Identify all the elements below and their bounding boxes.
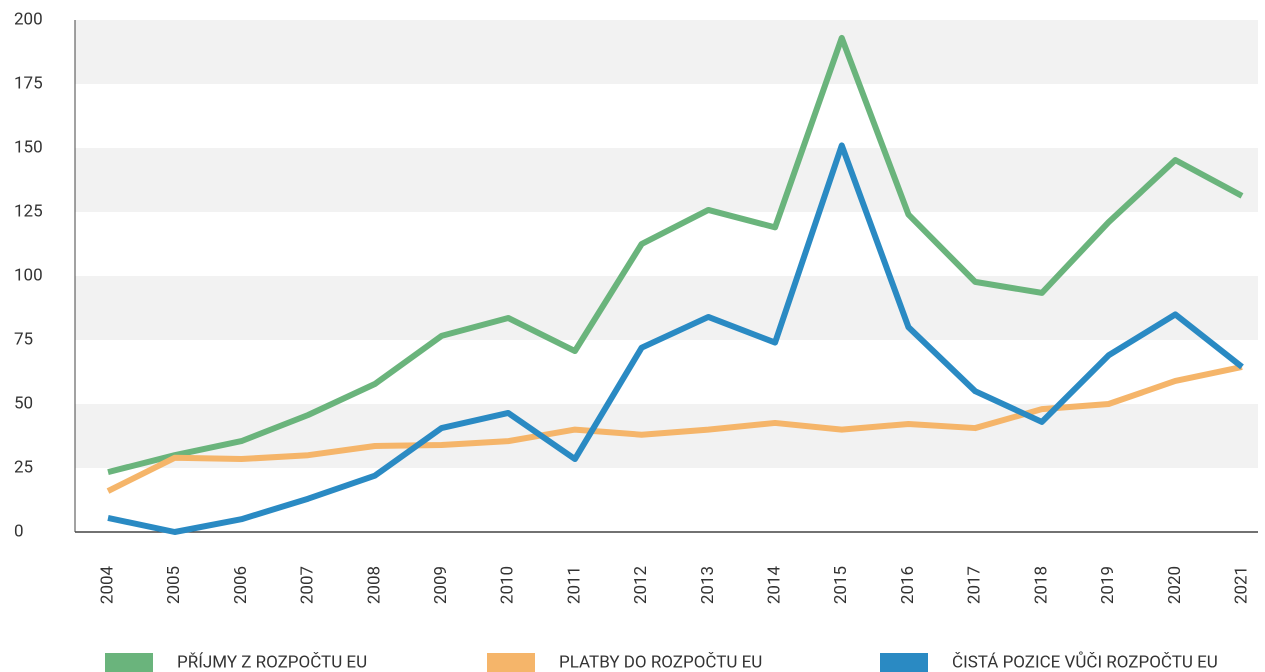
y-tick-label: 50 bbox=[14, 393, 33, 413]
grid-band bbox=[75, 20, 1258, 84]
y-tick-label: 75 bbox=[14, 329, 33, 349]
y-tick-label: 125 bbox=[14, 201, 43, 221]
y-tick-label: 100 bbox=[14, 265, 43, 285]
x-tick-label: 2021 bbox=[1231, 566, 1251, 604]
legend-label: PŘÍJMY Z ROZPOČTU EU bbox=[177, 651, 367, 672]
x-tick-label: 2006 bbox=[231, 566, 251, 604]
x-tick-label: 2013 bbox=[698, 566, 718, 604]
x-tick-label: 2015 bbox=[831, 566, 851, 604]
data-line bbox=[107, 34, 1244, 476]
x-tick-label: 2016 bbox=[898, 566, 918, 604]
data-line bbox=[107, 142, 1244, 535]
y-tick-label: 150 bbox=[14, 137, 43, 157]
y-tick-label: 25 bbox=[14, 457, 33, 477]
x-tick-label: 2020 bbox=[1165, 566, 1185, 604]
x-tick-label: 2017 bbox=[965, 566, 985, 604]
legend-swatch bbox=[487, 653, 535, 672]
x-tick-label: 2004 bbox=[97, 565, 117, 604]
x-tick-label: 2009 bbox=[431, 566, 451, 604]
x-tick-label: 2019 bbox=[1098, 566, 1118, 604]
y-tick-label: 175 bbox=[14, 73, 43, 93]
x-tick-label: 2005 bbox=[164, 566, 184, 604]
x-tick-label: 2014 bbox=[765, 565, 785, 604]
x-tick-label: 2012 bbox=[631, 566, 651, 604]
legend-label: PLATBY DO ROZPOČTU EU bbox=[559, 651, 762, 672]
grid-band bbox=[75, 148, 1258, 212]
x-tick-label: 2018 bbox=[1031, 566, 1051, 604]
x-tick-label: 2007 bbox=[298, 566, 318, 604]
x-tick-label: 2010 bbox=[498, 566, 518, 604]
legend-swatch bbox=[880, 653, 928, 672]
legend-swatch bbox=[105, 653, 153, 672]
grid-band bbox=[75, 276, 1258, 340]
y-tick-label: 0 bbox=[14, 521, 24, 541]
legend-label: ČISTÁ POZICE VŮČI ROZPOČTU EU bbox=[952, 651, 1218, 672]
y-tick-label: 200 bbox=[14, 9, 43, 29]
x-tick-label: 2008 bbox=[364, 566, 384, 604]
x-tick-label: 2011 bbox=[564, 566, 584, 604]
